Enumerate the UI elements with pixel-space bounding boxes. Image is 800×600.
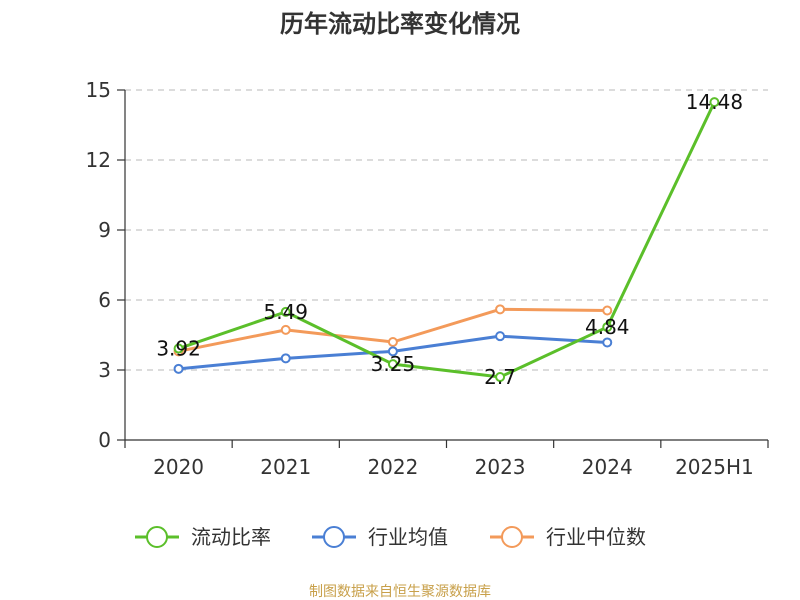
data-point[interactable]: [602, 322, 613, 333]
data-point[interactable]: [495, 331, 506, 342]
chart-title: 历年流动比率变化情况: [280, 10, 520, 38]
x-tick-label: 2021: [260, 455, 311, 479]
x-tick-label: 2024: [582, 455, 633, 479]
series-line-0: [178, 101, 716, 379]
data-point[interactable]: [495, 304, 506, 315]
data-label: 4.84: [585, 315, 630, 339]
axes: 0 3 6 9 12 15 2020 2021 2022 2023 2024 2025H1: [86, 78, 769, 479]
x-tick-label: 2023: [475, 455, 526, 479]
legend-item-2[interactable]: 行业中位数: [490, 525, 646, 549]
y-tick-label: 9: [98, 218, 111, 242]
data-label: 3.25: [371, 352, 416, 376]
data-point[interactable]: [387, 359, 398, 370]
data-label: 5.49: [263, 300, 308, 324]
data-label: 14.48: [686, 90, 743, 114]
data-point[interactable]: [173, 343, 184, 354]
source-note: 制图数据来自恒生聚源数据库: [309, 584, 491, 600]
legend-label: 行业均值: [368, 525, 448, 549]
y-tick-label: 6: [98, 288, 111, 312]
y-tick-label: 3: [98, 358, 111, 382]
y-tick-label: 15: [86, 78, 111, 102]
data-point[interactable]: [280, 306, 291, 317]
data-point[interactable]: [387, 337, 398, 347]
data-labels: 3.92 5.49 3.25 2.7 4.84 14.48: [156, 90, 743, 389]
x-tick-label: 2022: [367, 455, 418, 479]
legend-marker: [146, 526, 168, 548]
grid: [125, 89, 768, 371]
data-point[interactable]: [387, 346, 398, 357]
data-label: 2.7: [484, 365, 516, 389]
legend-item-1[interactable]: 行业均值: [312, 525, 448, 549]
data-point[interactable]: [602, 305, 613, 316]
data-point[interactable]: [495, 372, 506, 382]
data-point[interactable]: [709, 97, 720, 108]
data-point[interactable]: [280, 353, 291, 364]
x-tick-label: 2025H1: [675, 455, 754, 479]
legend-label: 行业中位数: [546, 525, 646, 549]
legend-marker: [501, 526, 523, 548]
x-tick-label: 2020: [153, 455, 204, 479]
y-tick-label: 12: [86, 148, 111, 172]
legend-item-0[interactable]: 流动比率: [135, 525, 271, 549]
legend[interactable]: 流动比率 行业均值 行业中位数: [135, 525, 646, 549]
series-layer: [173, 97, 720, 382]
data-label: 3.92: [156, 337, 201, 361]
legend-label: 流动比率: [191, 525, 271, 549]
data-point[interactable]: [173, 363, 184, 374]
legend-marker: [323, 526, 345, 548]
y-tick-label: 0: [98, 428, 111, 452]
data-point[interactable]: [280, 324, 291, 335]
data-point[interactable]: [602, 337, 613, 348]
